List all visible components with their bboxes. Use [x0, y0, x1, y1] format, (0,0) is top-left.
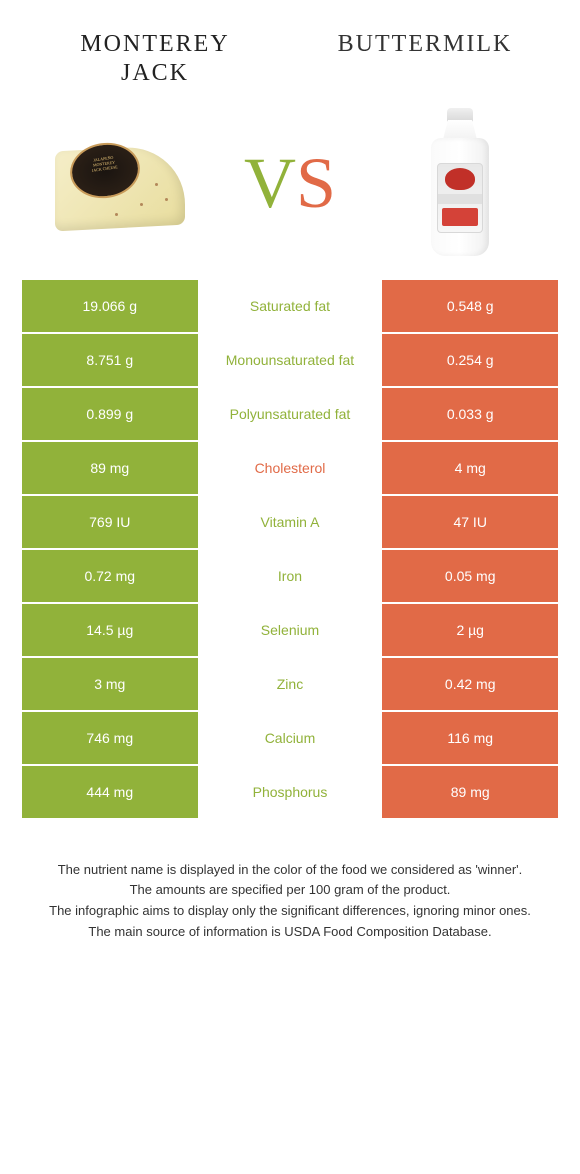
right-value: 0.05 mg	[382, 550, 558, 602]
left-value: 8.751 g	[22, 334, 198, 386]
title-left-line1: MONTEREY	[80, 31, 229, 57]
title-left: MONTEREY JACK	[55, 30, 255, 88]
table-row: 0.899 gPolyunsaturated fat0.033 g	[22, 388, 558, 440]
left-value: 19.066 g	[22, 280, 198, 332]
left-value: 3 mg	[22, 658, 198, 710]
right-value: 0.42 mg	[382, 658, 558, 710]
left-value: 14.5 µg	[22, 604, 198, 656]
right-value: 47 IU	[382, 496, 558, 548]
table-row: 0.72 mgIron0.05 mg	[22, 550, 558, 602]
nutrient-label: Cholesterol	[200, 442, 381, 494]
table-row: 444 mgPhosphorus89 mg	[22, 766, 558, 818]
footer-line2: The amounts are specified per 100 gram o…	[30, 880, 550, 901]
left-value: 769 IU	[22, 496, 198, 548]
right-value: 0.548 g	[382, 280, 558, 332]
monterey-jack-image: JALAPEÑOMONTEREYJACK CHEESE	[40, 108, 200, 258]
table-row: 746 mgCalcium116 mg	[22, 712, 558, 764]
table-row: 19.066 gSaturated fat0.548 g	[22, 280, 558, 332]
left-value: 0.899 g	[22, 388, 198, 440]
table-row: 8.751 gMonounsaturated fat0.254 g	[22, 334, 558, 386]
right-value: 4 mg	[382, 442, 558, 494]
vs-s: S	[296, 143, 336, 223]
nutrient-label: Phosphorus	[200, 766, 381, 818]
comparison-table: 19.066 gSaturated fat0.548 g8.751 gMonou…	[20, 278, 560, 820]
table-row: 769 IUVitamin A47 IU	[22, 496, 558, 548]
nutrient-label: Saturated fat	[200, 280, 381, 332]
table-row: 89 mgCholesterol4 mg	[22, 442, 558, 494]
infographic-container: MONTEREY JACK BUTTERMILK JALAPEÑOMONTERE…	[0, 0, 580, 963]
vs-v: V	[244, 143, 296, 223]
left-value: 89 mg	[22, 442, 198, 494]
images-row: JALAPEÑOMONTEREYJACK CHEESE VS	[0, 98, 580, 278]
footer-line3: The infographic aims to display only the…	[30, 901, 550, 922]
right-value: 2 µg	[382, 604, 558, 656]
nutrient-label: Polyunsaturated fat	[200, 388, 381, 440]
right-value: 89 mg	[382, 766, 558, 818]
left-value: 444 mg	[22, 766, 198, 818]
nutrient-label: Selenium	[200, 604, 381, 656]
left-value: 746 mg	[22, 712, 198, 764]
footer-line1: The nutrient name is displayed in the co…	[30, 860, 550, 881]
footer-line4: The main source of information is USDA F…	[30, 922, 550, 943]
title-left-line2: JACK	[121, 60, 189, 86]
nutrient-label: Iron	[200, 550, 381, 602]
header: MONTEREY JACK BUTTERMILK	[0, 0, 580, 98]
nutrient-label: Zinc	[200, 658, 381, 710]
vs-label: VS	[244, 147, 336, 219]
nutrient-label: Calcium	[200, 712, 381, 764]
nutrient-label: Monounsaturated fat	[200, 334, 381, 386]
right-value: 116 mg	[382, 712, 558, 764]
title-right: BUTTERMILK	[325, 30, 525, 59]
nutrient-label: Vitamin A	[200, 496, 381, 548]
right-value: 0.033 g	[382, 388, 558, 440]
buttermilk-image	[380, 108, 540, 258]
comparison-table-wrap: 19.066 gSaturated fat0.548 g8.751 gMonou…	[0, 278, 580, 820]
left-value: 0.72 mg	[22, 550, 198, 602]
carton-icon	[425, 108, 495, 258]
right-value: 0.254 g	[382, 334, 558, 386]
table-row: 3 mgZinc0.42 mg	[22, 658, 558, 710]
footer-notes: The nutrient name is displayed in the co…	[0, 820, 580, 963]
cheese-icon: JALAPEÑOMONTEREYJACK CHEESE	[45, 128, 195, 238]
table-row: 14.5 µgSelenium2 µg	[22, 604, 558, 656]
